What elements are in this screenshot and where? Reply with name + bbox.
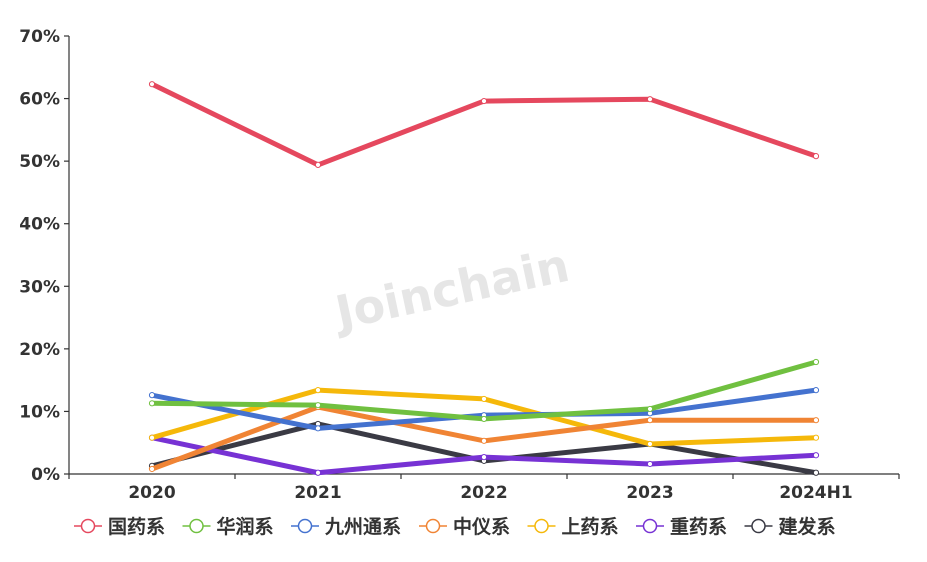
data-point[interactable] xyxy=(148,400,156,407)
data-point[interactable] xyxy=(646,417,654,424)
data-point[interactable] xyxy=(480,97,488,105)
y-tick-label: 60% xyxy=(19,90,60,110)
legend-item[interactable]: 国药系 xyxy=(74,515,165,538)
legend-circle-icon xyxy=(297,518,313,534)
data-point[interactable] xyxy=(812,417,820,424)
data-point[interactable] xyxy=(148,392,156,399)
x-tick-label: 2020 xyxy=(128,483,175,503)
data-point[interactable] xyxy=(314,425,322,432)
data-point[interactable] xyxy=(148,465,156,473)
data-point[interactable] xyxy=(812,387,820,394)
series-group xyxy=(148,81,820,476)
data-point[interactable] xyxy=(480,395,488,403)
watermark: Joinchain xyxy=(328,238,574,341)
legend-label: 国药系 xyxy=(108,515,165,538)
series-0 xyxy=(148,81,820,168)
x-tick-label: 2023 xyxy=(626,483,673,503)
data-point[interactable] xyxy=(812,434,820,441)
y-tick-label: 20% xyxy=(19,340,60,360)
y-tick-label: 0% xyxy=(31,465,60,485)
y-tick-label: 40% xyxy=(19,215,60,235)
series-2 xyxy=(148,387,820,432)
data-point[interactable] xyxy=(812,153,820,160)
legend-label: 九州通系 xyxy=(324,516,401,538)
data-point[interactable] xyxy=(314,161,322,168)
legend-label: 上药系 xyxy=(562,515,619,538)
data-point[interactable] xyxy=(314,402,322,409)
data-point[interactable] xyxy=(812,469,820,476)
y-axis: 0% 10% 20% 30% 40% 50% 60% 70% xyxy=(19,27,70,485)
data-point[interactable] xyxy=(314,387,322,394)
legend-label: 中仪系 xyxy=(453,515,510,538)
data-point[interactable] xyxy=(148,434,156,441)
data-point[interactable] xyxy=(480,454,488,461)
data-point[interactable] xyxy=(480,437,488,444)
y-tick-label: 50% xyxy=(19,152,60,172)
legend-label: 重药系 xyxy=(670,515,727,538)
y-tick-label: 70% xyxy=(19,27,60,47)
x-tick-label: 2024H1 xyxy=(779,483,852,503)
x-tick-label: 2022 xyxy=(460,483,507,503)
data-point[interactable] xyxy=(812,452,820,459)
legend-item[interactable]: 上药系 xyxy=(527,515,619,538)
data-point[interactable] xyxy=(480,415,488,423)
legend-circle-icon xyxy=(189,518,204,534)
legend-circle-icon xyxy=(534,518,549,534)
x-axis: 2020 2021 2022 2023 2024H1 xyxy=(68,473,900,503)
legend-circle-icon xyxy=(751,518,766,534)
data-point[interactable] xyxy=(646,440,654,448)
y-tick-label: 10% xyxy=(19,402,60,422)
data-point[interactable] xyxy=(646,96,654,103)
legend-item[interactable]: 中仪系 xyxy=(419,515,510,538)
series-1 xyxy=(148,358,820,423)
legend-item[interactable]: 华润系 xyxy=(182,515,274,538)
data-point[interactable] xyxy=(812,358,820,366)
data-point[interactable] xyxy=(148,81,156,88)
legend-item[interactable]: 重药系 xyxy=(636,515,727,538)
legend-circle-icon xyxy=(642,518,658,534)
series-line xyxy=(149,81,819,168)
series-6 xyxy=(148,420,820,476)
x-tick-label: 2021 xyxy=(294,483,341,503)
legend-item[interactable]: 建发系 xyxy=(744,515,836,538)
legend-circle-icon xyxy=(425,518,441,534)
legend-item[interactable]: 九州通系 xyxy=(291,516,401,538)
data-point[interactable] xyxy=(646,460,654,468)
legend-circle-icon xyxy=(80,518,96,534)
legend: 国药系 华润系 九州通系 中仪系 上药系 重药系 建发系 xyxy=(74,515,836,538)
y-tick-label: 30% xyxy=(19,277,60,297)
legend-label: 建发系 xyxy=(779,515,836,538)
data-point[interactable] xyxy=(646,405,654,413)
legend-label: 华润系 xyxy=(217,515,274,538)
data-point[interactable] xyxy=(314,469,322,476)
